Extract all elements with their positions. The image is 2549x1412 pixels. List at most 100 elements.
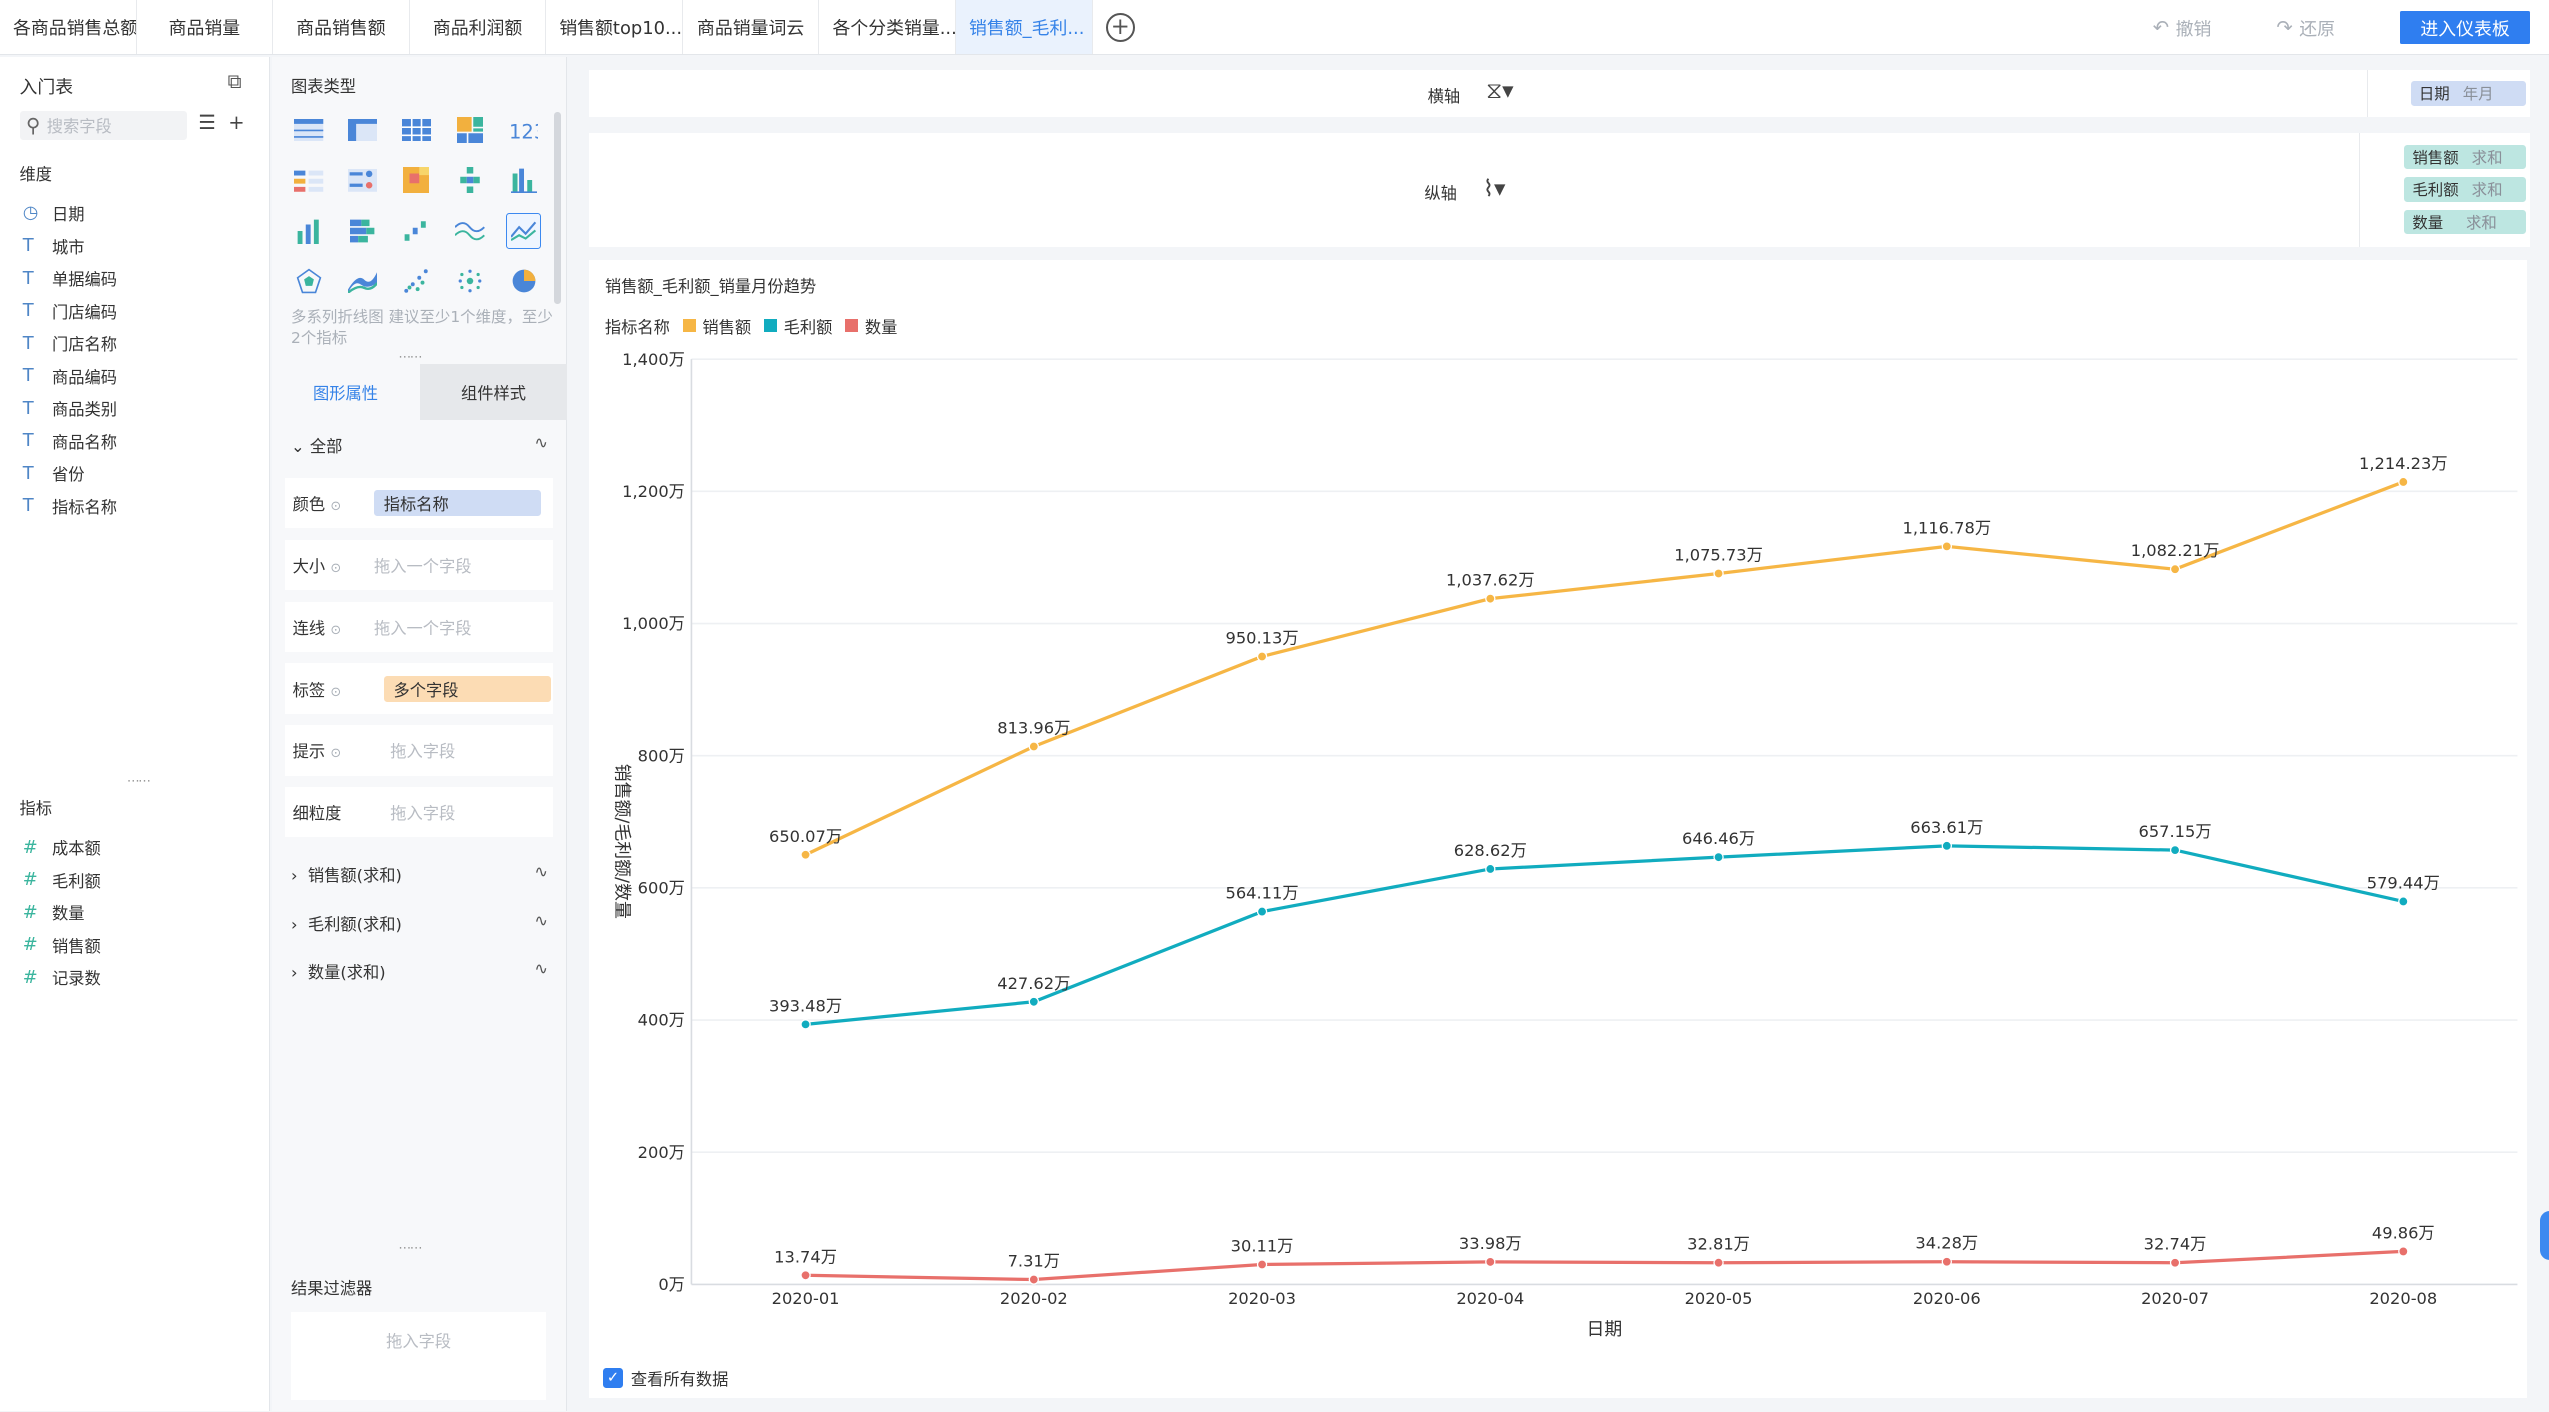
tab-product-wordcloud[interactable]: 商品销量词云 <box>683 0 820 55</box>
data-label: 32.74万 <box>2143 1235 2206 1254</box>
tab-product-sales[interactable]: 商品销售额 <box>273 0 410 55</box>
field-store-code[interactable]: T 门店编码 <box>23 294 117 327</box>
legend-item-quantity[interactable]: 数量 <box>845 314 897 338</box>
add-tab-button[interactable]: + <box>1093 0 1148 54</box>
data-label: 813.96万 <box>997 719 1070 738</box>
legend-item-profit[interactable]: 毛利额 <box>764 314 832 338</box>
kpi-number-icon[interactable]: 123 <box>506 112 542 148</box>
dot-table-icon[interactable] <box>345 163 381 199</box>
chart-type-scrollbar[interactable] <box>554 112 561 305</box>
waterfall-icon[interactable] <box>398 213 434 249</box>
legend-label: 销售额 <box>702 317 752 337</box>
grid-table-icon[interactable] <box>398 112 434 148</box>
tab-sales-top10[interactable]: 销售额top10... <box>546 0 683 55</box>
field-search-input[interactable]: ⚲ 搜索字段 <box>19 110 187 140</box>
tab-product-profit[interactable]: 商品利润额 <box>410 0 547 55</box>
data-point <box>1256 906 1267 917</box>
data-point <box>1028 996 1039 1008</box>
x-tick-label: 2020-02 <box>999 1289 1067 1308</box>
bubble-chart-icon[interactable] <box>452 263 488 299</box>
result-filter-drop-zone[interactable]: 拖入字段 <box>291 1312 547 1400</box>
tab-sales-profit-trend[interactable]: 销售额_毛利... <box>956 0 1093 55</box>
undo-button[interactable]: ↶ 撤销 <box>2153 15 2212 41</box>
tab-shape-properties[interactable]: 图形属性 <box>271 364 420 420</box>
all-properties-row[interactable]: ⌄ 全部 ∿ <box>291 433 548 457</box>
color-field-pill[interactable]: 指标名称 <box>373 490 542 517</box>
x-axis-chip-date[interactable]: 日期 年月 <box>2410 81 2527 106</box>
field-metric-name[interactable]: T 指标名称 <box>23 489 117 522</box>
data-label: 13.74万 <box>774 1247 837 1266</box>
side-panel-toggle[interactable] <box>2539 1211 2549 1261</box>
x-axis-drop-zone[interactable]: 日期 年月 <box>2367 69 2531 118</box>
heatmap-icon[interactable] <box>398 163 434 199</box>
field-city[interactable]: T 城市 <box>23 229 117 262</box>
legend-item-sales[interactable]: 销售额 <box>682 314 752 338</box>
tab-component-style[interactable]: 组件样式 <box>419 364 568 420</box>
sort-icon[interactable]: ☰ <box>198 110 216 134</box>
y-axis-config-icon[interactable]: ⌇▾ <box>1482 175 1506 202</box>
tooltip-drop-zone[interactable]: 拖入字段 <box>390 742 456 762</box>
crosstab-chart-icon[interactable] <box>345 112 381 148</box>
y-axis-chip-sales[interactable]: 销售额 求和 <box>2404 144 2527 170</box>
enter-dashboard-button[interactable]: 进入仪表板 <box>2399 11 2531 44</box>
y-axis-row: 纵轴 ⌇▾ <box>588 133 2360 248</box>
area-chart-icon[interactable] <box>345 263 381 299</box>
list-card-icon[interactable] <box>291 163 327 199</box>
redo-button[interactable]: ↷ 还原 <box>2276 15 2335 41</box>
field-store-name[interactable]: T 门店名称 <box>23 327 117 360</box>
x-axis-config-icon[interactable]: ⧖▾ <box>1486 78 1514 105</box>
size-drop-zone[interactable]: 拖入一个字段 <box>373 557 472 577</box>
field-quantity[interactable]: # 数量 <box>23 896 101 929</box>
area-lines-icon[interactable] <box>452 213 488 249</box>
field-sales[interactable]: # 销售额 <box>23 928 101 961</box>
data-point <box>799 1019 811 1030</box>
treemap-icon[interactable] <box>452 112 488 148</box>
field-product-category[interactable]: T 商品类别 <box>23 392 117 425</box>
y-axis-chip-quantity[interactable]: 数量 求和 <box>2404 209 2527 235</box>
line-type-icon[interactable]: ∿ <box>534 959 548 979</box>
y-axis-drop-zone[interactable]: 销售额 求和 毛利额 求和 数量 求和 <box>2359 133 2531 248</box>
connect-drop-zone[interactable]: 拖入一个字段 <box>373 618 472 638</box>
tab-product-volume[interactable]: 商品销量 <box>137 0 274 55</box>
radar-chart-icon[interactable] <box>291 263 327 299</box>
line-chart[interactable]: 0万 200万 400万 600万 800万 1,000万 1,200万 1,400万 2020… <box>589 260 2527 1398</box>
field-product-name[interactable]: T 商品名称 <box>23 424 117 457</box>
bar-chart-icon[interactable] <box>291 213 327 249</box>
property-label: 连线 ⊙ <box>293 615 374 639</box>
stacked-hbar-icon[interactable] <box>345 213 381 249</box>
multi-line-chart-icon[interactable] <box>505 212 542 249</box>
resize-grip[interactable]: ⋯⋯ <box>398 1240 422 1256</box>
series-profit-row[interactable]: › 毛利额(求和) ∿ <box>291 911 548 935</box>
switch-table-icon[interactable]: ⧉ <box>227 69 242 93</box>
granularity-drop-zone[interactable]: 拖入字段 <box>390 804 456 824</box>
resize-grip[interactable]: ⋯⋯ <box>126 773 151 789</box>
table-chart-icon[interactable] <box>291 112 327 148</box>
field-doc-code[interactable]: T 单据编码 <box>23 262 117 295</box>
view-all-label: 查看所有数据 <box>630 1369 729 1389</box>
field-province[interactable]: T 省份 <box>23 457 117 490</box>
field-record-count[interactable]: # 记录数 <box>23 961 101 994</box>
field-gross-profit[interactable]: # 毛利额 <box>23 863 101 896</box>
scatter-cross-icon[interactable] <box>452 163 488 199</box>
tab-sales-total[interactable]: 各商品销售总额 <box>0 0 137 55</box>
y-axis-chip-profit[interactable]: 毛利额 求和 <box>2404 177 2527 202</box>
view-all-data-checkbox[interactable]: ✓ 查看所有数据 <box>603 1366 728 1390</box>
tab-category-volume[interactable]: 各个分类销量... <box>819 0 957 55</box>
data-point <box>2169 845 2180 856</box>
line-type-icon[interactable]: ∿ <box>534 910 548 930</box>
field-product-code[interactable]: T 商品编码 <box>23 359 117 392</box>
resize-grip[interactable]: ⋯⋯ <box>398 349 422 365</box>
line-type-icon[interactable]: ∿ <box>534 861 548 881</box>
series-sales-row[interactable]: › 销售额(求和) ∿ <box>291 862 548 886</box>
field-date[interactable]: ◷ 日期 <box>23 197 117 230</box>
data-label: 427.62万 <box>997 974 1070 993</box>
grouped-bar-icon[interactable] <box>506 163 542 199</box>
label-field-pill[interactable]: 多个字段 <box>383 675 552 702</box>
series-quantity-row[interactable]: › 数量(求和) ∿ <box>291 959 548 983</box>
add-field-icon[interactable]: + <box>228 110 245 134</box>
scatter-chart-icon[interactable] <box>398 263 434 299</box>
pie-chart-icon[interactable] <box>506 263 542 299</box>
y-tick-label: 200万 <box>637 1143 684 1162</box>
line-type-icon[interactable]: ∿ <box>534 432 548 452</box>
field-cost[interactable]: # 成本额 <box>23 831 101 864</box>
